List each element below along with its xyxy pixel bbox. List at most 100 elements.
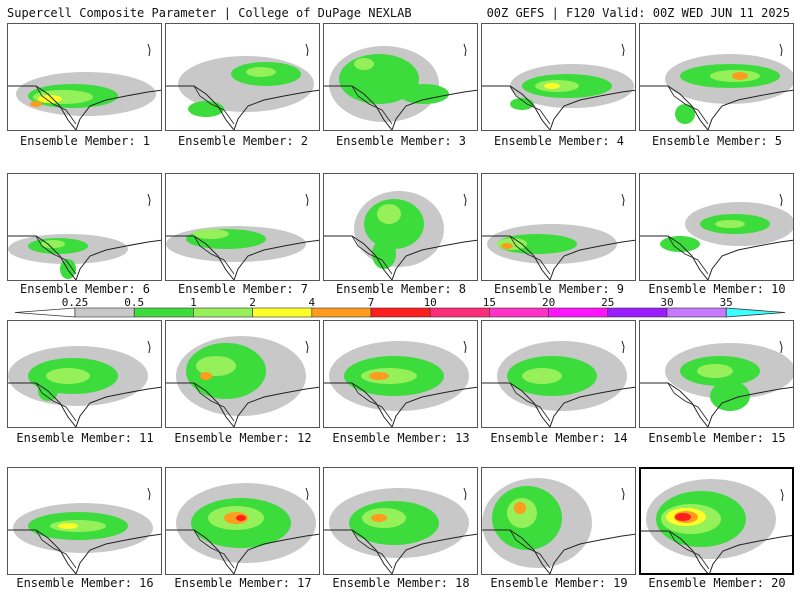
scp-contour-region xyxy=(193,229,229,239)
scp-contour-region xyxy=(522,368,562,384)
ensemble-member-map-14[interactable] xyxy=(481,320,636,428)
coastline xyxy=(166,529,319,574)
ensemble-member-map-12[interactable] xyxy=(165,320,320,428)
coastline xyxy=(166,235,319,280)
ensemble-member-map-13[interactable] xyxy=(323,320,478,428)
scp-contour-map xyxy=(482,340,635,427)
lake-outline xyxy=(779,193,783,207)
ensemble-member-label: Ensemble Member: 5 xyxy=(651,134,783,148)
ensemble-member-map-4[interactable] xyxy=(481,23,636,131)
ensemble-member-map-3[interactable] xyxy=(323,23,478,131)
colorbar-segment xyxy=(370,307,431,318)
coastline xyxy=(8,235,161,280)
lake-outline xyxy=(147,340,151,354)
ensemble-member-map-18[interactable] xyxy=(323,467,478,575)
scp-contour-map xyxy=(482,43,635,130)
scp-contour-region xyxy=(30,101,42,107)
scp-contour-map xyxy=(166,483,319,574)
colorbar-segment xyxy=(489,307,549,318)
scp-contour-region xyxy=(732,72,748,80)
scp-contour-map xyxy=(166,43,319,130)
ensemble-member-label: Ensemble Member: 4 xyxy=(493,134,625,148)
border-line xyxy=(35,235,77,275)
border-line xyxy=(667,85,709,125)
scp-contour-map xyxy=(640,340,793,427)
border-line xyxy=(193,235,235,275)
coastline xyxy=(8,382,161,427)
ensemble-member-map-19[interactable] xyxy=(481,467,636,575)
colorbar-level-label: 1 xyxy=(190,296,197,309)
coastline xyxy=(324,85,477,130)
ensemble-member-map-20[interactable] xyxy=(639,467,794,575)
ensemble-member-map-1[interactable] xyxy=(7,23,162,131)
colorbar-segment xyxy=(74,307,135,318)
header-run-info: 00Z GEFS | F120 Valid: 00Z WED JUN 11 20… xyxy=(486,6,790,20)
ensemble-member-label: Ensemble Member: 3 xyxy=(335,134,467,148)
colorbar-segment xyxy=(133,307,194,318)
border-line xyxy=(351,529,393,569)
ensemble-member-map-16[interactable] xyxy=(7,467,162,575)
coastline xyxy=(8,85,161,130)
ensemble-member-map-10[interactable] xyxy=(639,173,794,281)
scp-contour-map xyxy=(8,340,161,427)
scp-contour-region xyxy=(200,372,212,380)
coastline xyxy=(482,85,635,130)
border-line xyxy=(351,382,393,422)
colorbar-segment xyxy=(548,307,609,318)
border-line xyxy=(193,529,235,569)
coastline xyxy=(640,85,793,130)
scp-contour-map xyxy=(8,193,161,280)
ensemble-member-map-5[interactable] xyxy=(639,23,794,131)
scp-contour-region xyxy=(715,220,745,228)
lake-outline xyxy=(780,488,784,502)
ensemble-member-label: Ensemble Member: 10 xyxy=(648,282,786,296)
coastline xyxy=(482,529,635,574)
scp-contour-map xyxy=(8,43,161,130)
ensemble-member-label: Ensemble Member: 8 xyxy=(335,282,467,296)
border-line xyxy=(667,382,709,422)
lake-outline xyxy=(621,43,625,57)
lake-outline xyxy=(463,43,467,57)
border-line xyxy=(193,85,235,125)
ensemble-member-map-7[interactable] xyxy=(165,173,320,281)
ensemble-member-map-15[interactable] xyxy=(639,320,794,428)
ensemble-member-map-11[interactable] xyxy=(7,320,162,428)
colorbar-level-label: 4 xyxy=(308,296,315,309)
coastline xyxy=(640,382,793,427)
colorbar-segment xyxy=(429,307,490,318)
ensemble-member-label: Ensemble Member: 16 xyxy=(16,576,154,590)
lake-outline xyxy=(621,340,625,354)
scp-contour-map xyxy=(482,193,635,280)
scp-contour-region xyxy=(369,372,389,380)
border-line xyxy=(509,529,551,569)
ensemble-member-label: Ensemble Member: 20 xyxy=(648,576,786,590)
scp-contour-map xyxy=(482,478,635,574)
ensemble-member-label: Ensemble Member: 9 xyxy=(493,282,625,296)
colorbar-level-label: 15 xyxy=(483,296,496,309)
ensemble-member-label: Ensemble Member: 17 xyxy=(174,576,312,590)
header-title: Supercell Composite Parameter | College … xyxy=(7,6,412,20)
color-scale-bar: 0.25 0.5 1 2 4 7 10 15 20 25 30 35 xyxy=(14,296,786,318)
ensemble-member-map-9[interactable] xyxy=(481,173,636,281)
ensemble-member-label: Ensemble Member: 6 xyxy=(19,282,151,296)
ensemble-member-map-2[interactable] xyxy=(165,23,320,131)
lake-outline xyxy=(463,487,467,501)
scp-contour-map xyxy=(641,479,792,573)
ensemble-member-label: Ensemble Member: 1 xyxy=(19,134,151,148)
lake-outline xyxy=(621,193,625,207)
scp-contour-region xyxy=(544,83,560,89)
scp-contour-map xyxy=(166,193,319,280)
colorbar-segment xyxy=(193,307,253,318)
scp-contour-map xyxy=(324,340,477,427)
border-line xyxy=(668,530,710,570)
ensemble-member-map-8[interactable] xyxy=(323,173,478,281)
ensemble-member-map-17[interactable] xyxy=(165,467,320,575)
scp-contour-region xyxy=(46,368,90,384)
ensemble-member-label: Ensemble Member: 19 xyxy=(490,576,628,590)
scp-contour-region xyxy=(58,523,78,529)
scp-contour-region xyxy=(501,243,513,249)
border-line xyxy=(667,235,709,275)
lake-outline xyxy=(305,43,309,57)
lake-outline xyxy=(305,193,309,207)
ensemble-member-map-6[interactable] xyxy=(7,173,162,281)
